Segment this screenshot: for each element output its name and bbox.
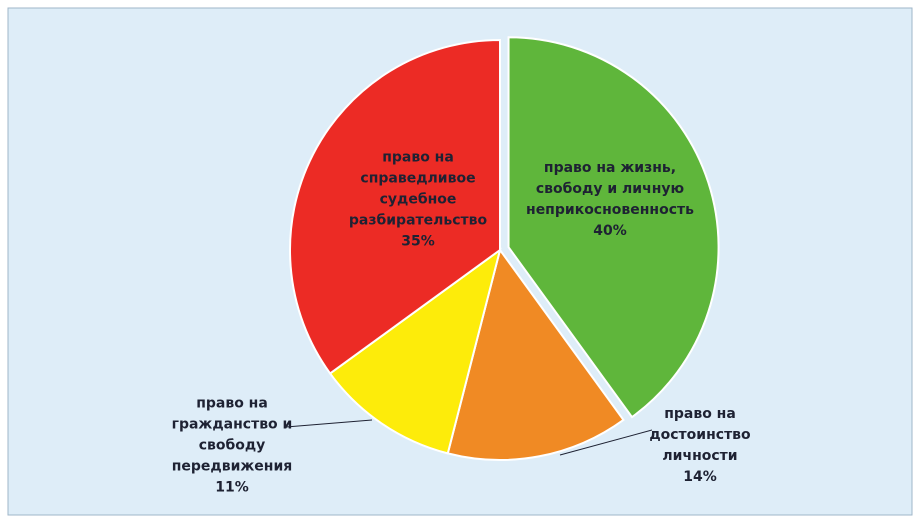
category-label: право на достоинство личности [649, 406, 751, 464]
value-label: 40% [593, 223, 627, 239]
leader-line [285, 419, 373, 428]
category-label: право на справедливое судебное разбирате… [348, 149, 488, 229]
value-label: 11% [215, 479, 249, 496]
pie-slice [289, 38, 501, 375]
category-label: право на жизнь, свободу и личную неприко… [526, 160, 694, 218]
value-label: 14% [683, 469, 717, 485]
slice-label: право на справедливое судебное разбирате… [343, 148, 493, 253]
pie-slice [507, 36, 720, 419]
value-label: 35% [401, 233, 435, 250]
slice-label: право на достоинство личности 14% [645, 404, 755, 488]
leader-line [559, 429, 653, 456]
slice-label: право на гражданство и свободу передвиже… [162, 394, 302, 499]
pie-slice [328, 247, 502, 455]
pie-slice [446, 247, 625, 461]
category-label: право на гражданство и свободу передвиже… [171, 395, 293, 475]
slice-label: право на жизнь, свободу и личную неприко… [525, 158, 695, 242]
